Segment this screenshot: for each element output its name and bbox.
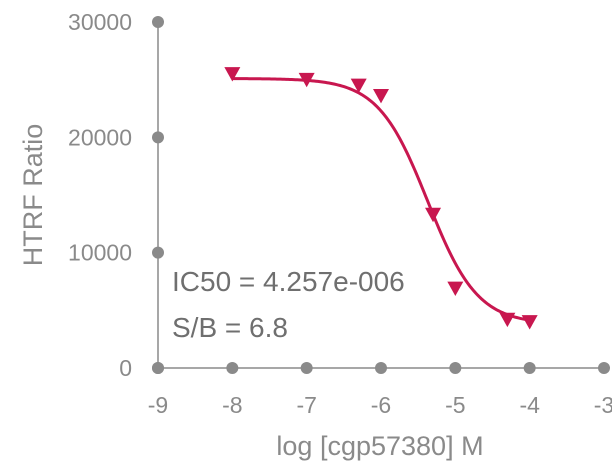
ticks: -9 -8 -7 -6 -5 -4 -3 0 10000 20000 30000	[68, 9, 612, 418]
x-tick-dot	[523, 362, 536, 374]
data-point	[499, 312, 516, 328]
y-tick-dot	[152, 131, 164, 144]
x-tick-label: -8	[222, 392, 242, 418]
data-point	[224, 67, 241, 82]
data-point	[350, 78, 367, 94]
fit-curve	[232, 77, 530, 322]
x-tick-label: -5	[445, 392, 465, 418]
x-tick-dot	[300, 362, 313, 374]
data-point	[447, 281, 464, 297]
y-tick-dot	[152, 16, 164, 28]
data-point	[521, 315, 538, 330]
fit-curve-group	[232, 77, 530, 322]
x-tick-label: -3	[594, 392, 612, 418]
x-tick-dot	[449, 362, 462, 374]
y-tick-dot	[152, 362, 164, 374]
y-tick-label: 30000	[68, 9, 132, 35]
x-tick-dot	[598, 362, 610, 374]
x-tick-label: -7	[296, 392, 316, 418]
y-tick-label: 20000	[68, 124, 132, 150]
y-axis-title: HTRF Ratio	[18, 124, 48, 267]
x-tick-label: -9	[148, 392, 168, 418]
sb-annotation: S/B = 6.8	[172, 312, 288, 343]
x-tick-dot	[226, 362, 239, 374]
data-point	[298, 72, 315, 88]
ic50-annotation: IC50 = 4.257e-006	[172, 266, 405, 297]
x-tick-dot	[375, 362, 387, 374]
data-point	[373, 89, 389, 104]
data-points	[224, 67, 538, 330]
x-tick-label: -4	[519, 392, 540, 418]
x-tick-label: -6	[371, 392, 391, 418]
y-tick-label: 0	[119, 355, 132, 381]
x-axis-title: log [cgp57380] M	[276, 431, 483, 461]
y-tick-label: 10000	[68, 240, 132, 266]
data-point	[425, 207, 442, 223]
y-tick-dot	[152, 246, 164, 259]
